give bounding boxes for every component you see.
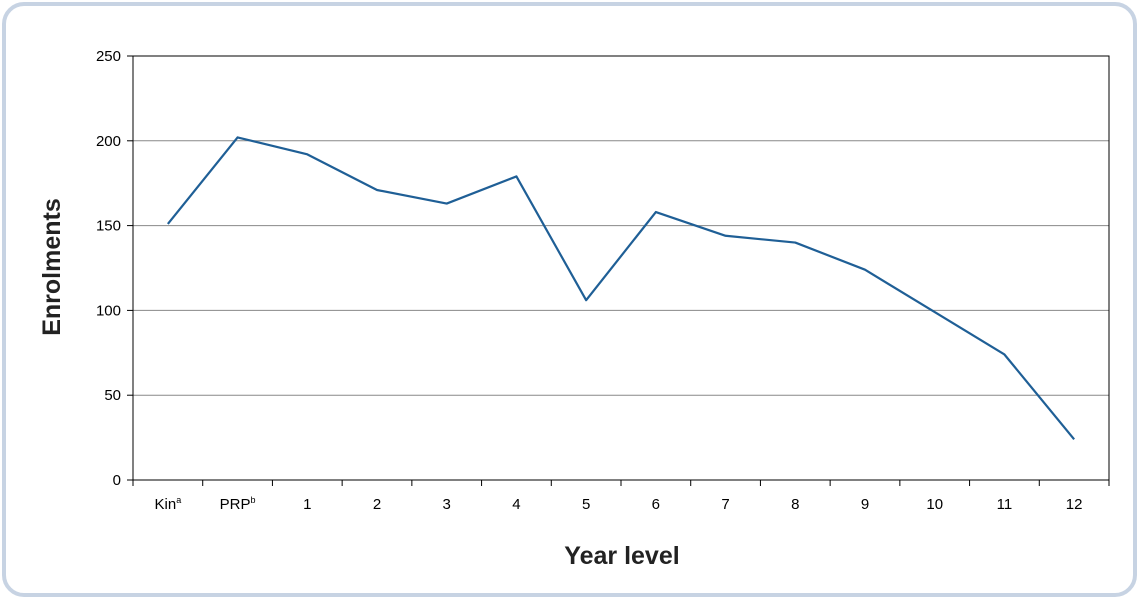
y-axis-ticks: 0 50 100 150 200 250 <box>96 48 133 489</box>
axes <box>132 55 1110 481</box>
series-line-0 <box>167 136 1075 440</box>
y-tick-label: 100 <box>96 302 121 319</box>
x-tick-label: PRPb <box>220 495 256 513</box>
chart-frame <box>2 2 1137 597</box>
x-axis-title: Year level <box>564 542 679 570</box>
y-tick-label: 200 <box>96 133 121 150</box>
series-group <box>167 136 1075 440</box>
x-tick-label: 2 <box>373 496 381 513</box>
x-tick-label: 8 <box>791 496 799 513</box>
x-tick-label: Kina <box>155 495 182 513</box>
x-tick-label: 1 <box>303 496 311 513</box>
x-tick-label: 5 <box>582 496 590 513</box>
x-tick-label: 7 <box>721 496 729 513</box>
x-tick-label: 4 <box>512 496 520 513</box>
plot-area-border <box>132 55 1110 481</box>
x-axis-ticks: Kina PRPb 1 2 3 4 5 6 7 8 9 10 11 12 <box>132 480 1110 513</box>
gridlines <box>133 55 1109 396</box>
x-tick-label: 9 <box>861 496 869 513</box>
y-axis-title: Enrolments <box>38 198 66 336</box>
y-tick-label: 150 <box>96 218 121 235</box>
y-tick-label: 50 <box>104 387 121 404</box>
x-tick-label: 11 <box>997 496 1013 513</box>
y-tick-label: 0 <box>113 472 121 489</box>
y-tick-label: 250 <box>96 48 121 65</box>
x-tick-label: 10 <box>926 496 943 513</box>
x-tick-label: 3 <box>443 496 451 513</box>
x-tick-label: 12 <box>1066 496 1083 513</box>
x-tick-label: 6 <box>652 496 660 513</box>
